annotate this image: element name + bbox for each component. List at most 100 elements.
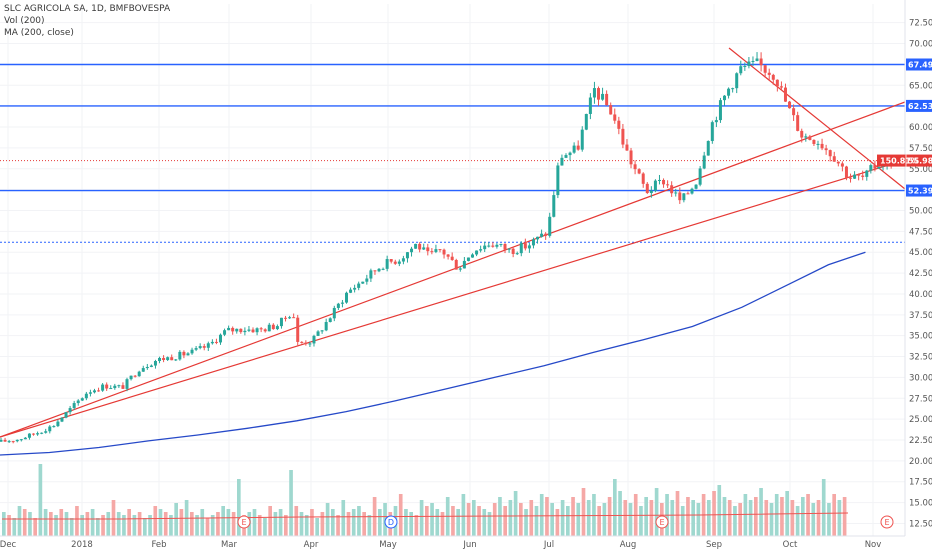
volume-bar	[367, 515, 372, 536]
candle-body	[450, 256, 454, 260]
last-price-tag	[877, 154, 932, 167]
horizontal-levels[interactable]	[0, 63, 905, 243]
candle-body	[373, 270, 377, 272]
volume-bar	[237, 479, 241, 536]
volume-bar	[727, 500, 732, 536]
volume-bar	[529, 500, 534, 536]
volume-bar	[304, 515, 309, 536]
candle-body	[694, 184, 698, 189]
candle-body	[267, 324, 271, 332]
volume-bar	[733, 506, 737, 536]
candle-body	[548, 216, 552, 236]
candle-body	[698, 168, 702, 185]
candle-body	[584, 113, 588, 130]
candle-body	[759, 58, 763, 66]
candle-body	[357, 283, 361, 288]
volume-bar	[597, 506, 601, 536]
volume-bar	[764, 500, 769, 536]
candle-body	[544, 233, 548, 236]
candle-body	[202, 346, 206, 348]
trendline	[0, 159, 906, 438]
candle-body	[182, 351, 186, 356]
candle-body	[23, 437, 27, 440]
volume-bar	[680, 506, 685, 536]
candle-body	[844, 166, 848, 178]
candle-body	[64, 412, 68, 418]
candle-body	[491, 245, 495, 247]
candle-body	[442, 249, 446, 255]
volume-bar	[550, 503, 554, 536]
candle-body	[259, 328, 263, 330]
candle-body	[36, 433, 40, 435]
event-marker-label: E	[884, 518, 889, 527]
candle-body	[158, 357, 162, 362]
candle-body	[84, 393, 88, 399]
candle-body	[247, 329, 251, 331]
candle-body	[576, 145, 580, 150]
candle-body	[832, 156, 836, 162]
volume-bar	[289, 470, 293, 536]
volume-bar	[310, 509, 314, 536]
ma-indicator-label[interactable]: MA (200, close)	[4, 28, 74, 38]
candle-body	[686, 193, 690, 195]
y-tick-label: 65.00	[909, 81, 932, 91]
volume-bar	[205, 518, 210, 536]
volume-bar	[743, 494, 748, 536]
candle-body	[564, 155, 568, 158]
volume-bar	[566, 506, 570, 536]
candle-body	[56, 421, 60, 427]
volume-bar	[54, 515, 58, 536]
volume-bar	[231, 512, 236, 536]
level-price-tag-text: 67.49	[908, 61, 932, 70]
candle-body	[617, 120, 621, 129]
volume-bar	[487, 512, 492, 536]
symbol-title: SLC AGRICOLA SA, 1D, BMFBOVESPA	[4, 4, 171, 14]
candle-body	[674, 192, 678, 194]
candle-body	[645, 183, 649, 193]
volume-bar	[325, 503, 330, 536]
volume-bar	[759, 488, 763, 536]
volume-bar	[451, 506, 455, 536]
price-tags: 67.49 62.53 52.39 150.81%55.98	[877, 58, 932, 197]
y-tick-label: 20.00	[909, 457, 932, 467]
volume-bar	[503, 506, 507, 536]
volume-bar	[618, 491, 622, 536]
volume-indicator-label[interactable]: Vol (200)	[4, 16, 45, 26]
volume-bar	[137, 512, 142, 536]
candle-body	[27, 433, 31, 438]
candle-body	[471, 254, 475, 258]
candle-body	[206, 343, 210, 348]
y-tick-label: 57.50	[909, 144, 932, 154]
candle-body	[836, 161, 840, 164]
candle-body	[308, 343, 312, 345]
last-price-percent: 150.81%	[880, 157, 919, 166]
volume-bar	[806, 494, 810, 536]
candle-body	[678, 192, 682, 201]
volume-bar	[75, 506, 79, 536]
candle-body	[609, 105, 613, 115]
candle-body	[633, 164, 637, 170]
earnings-marker[interactable]	[655, 515, 669, 529]
candle-body	[434, 249, 438, 252]
earnings-marker[interactable]	[237, 515, 251, 529]
candle-body	[804, 136, 808, 138]
moving-average-layer	[0, 251, 866, 456]
y-tick-label: 37.50	[909, 311, 932, 321]
volume-bar	[780, 497, 784, 536]
candle-body	[72, 403, 76, 409]
candle-body	[48, 426, 52, 432]
y-tick-label: 40.00	[909, 290, 932, 300]
trendline	[0, 101, 906, 438]
candle-body	[393, 261, 397, 264]
candle-body	[507, 248, 511, 250]
candle-body	[40, 432, 44, 434]
earnings-marker[interactable]	[880, 515, 894, 529]
volume-bar	[273, 512, 278, 536]
volume-bar	[790, 500, 795, 536]
dividend-marker[interactable]	[384, 515, 398, 529]
volume-bar	[158, 509, 163, 536]
candle-body	[767, 72, 771, 75]
candle-body	[76, 400, 80, 404]
